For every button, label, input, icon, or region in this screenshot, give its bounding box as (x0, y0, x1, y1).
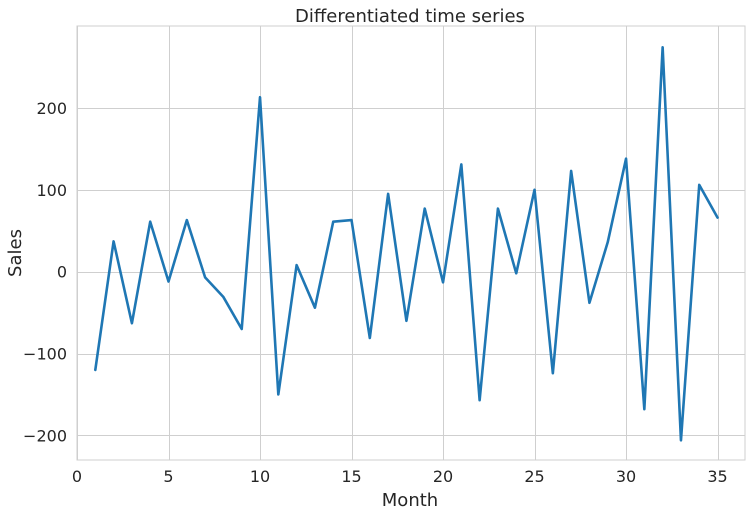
y-tick-label: 0 (57, 263, 67, 282)
y-axis-label: Sales (5, 229, 26, 277)
chart-title: Differentiated time series (295, 6, 525, 27)
y-tick-label: −200 (23, 426, 67, 445)
y-tick-label: −100 (23, 345, 67, 364)
x-tick-label: 25 (524, 467, 544, 486)
x-axis-label: Month (382, 490, 438, 511)
x-tick-label: 35 (707, 467, 727, 486)
x-tick-label: 0 (72, 467, 82, 486)
grid-lines (77, 26, 745, 460)
series-layer (94, 45, 719, 442)
y-tick-labels: −200 −100 0 100 200 (23, 99, 67, 446)
y-tick-label: 100 (36, 181, 67, 200)
x-tick-label: 20 (433, 467, 453, 486)
x-tick-label: 30 (616, 467, 636, 486)
x-tick-labels: 0 5 10 15 20 25 30 35 (72, 467, 728, 486)
series-line (94, 45, 719, 442)
x-tick-label: 5 (163, 467, 173, 486)
plot-frame (76, 25, 746, 461)
x-tick-label: 10 (250, 467, 270, 486)
y-tick-label: 200 (36, 99, 67, 118)
x-tick-label: 15 (341, 467, 361, 486)
